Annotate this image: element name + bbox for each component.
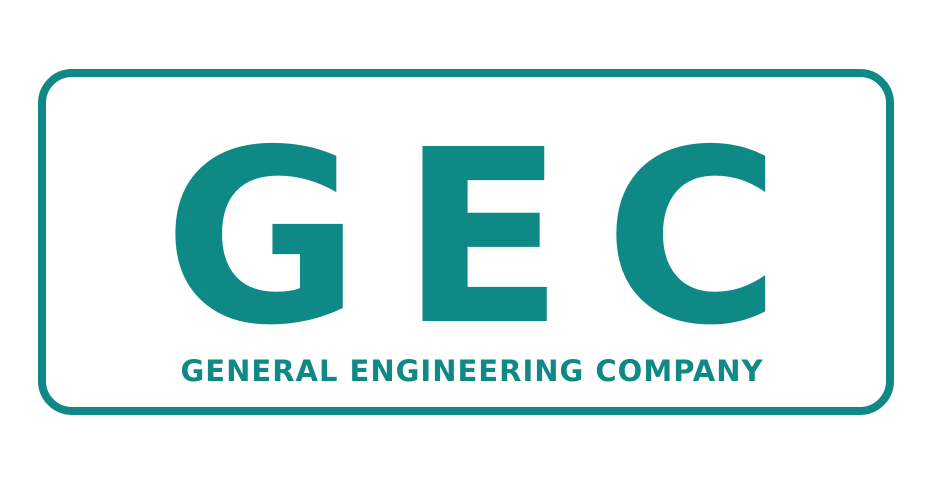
logo-monogram: G E C [0,118,944,358]
company-name: GENERAL ENGINEERING COMPANY [180,354,764,388]
monogram-letter-c: C [604,98,781,378]
monogram-letter-e: E [400,98,565,378]
monogram-letter-g: G [163,98,361,378]
logo-frame [38,69,894,415]
